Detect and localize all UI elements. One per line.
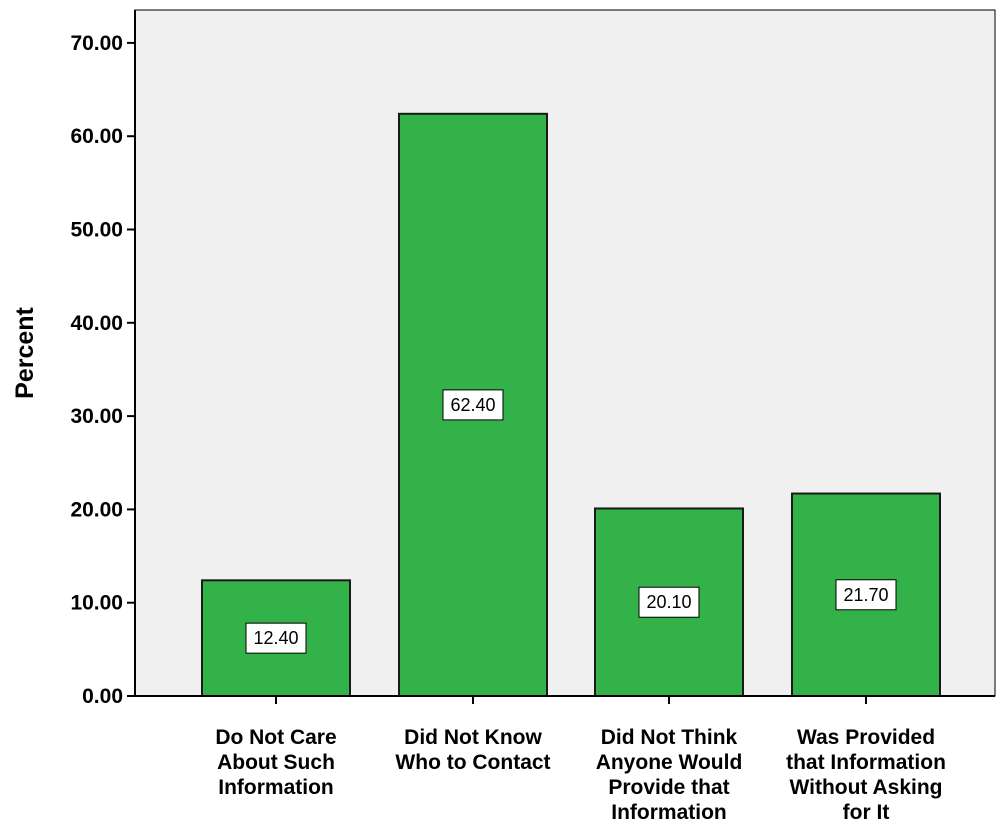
y-tick-label: 0.00 [82, 685, 123, 708]
y-axis: 0.00 10.00 20.00 30.00 40.00 50.00 60.00 70.00 [70, 10, 136, 708]
x-category-label-line: Provide that [608, 776, 729, 799]
y-tick-label: 60.00 [70, 125, 123, 148]
x-category-label-line: Do Not Care [215, 726, 336, 749]
y-tick-label: 50.00 [70, 219, 123, 242]
x-category-label-line: Information [218, 776, 334, 799]
y-axis-title: Percent [11, 306, 39, 398]
data-label-box [835, 579, 897, 611]
x-category-label-line: Anyone Would [596, 751, 743, 774]
data-label: 20.10 [646, 592, 691, 612]
data-label-box [442, 389, 504, 421]
x-category-label-line: Information [611, 801, 727, 823]
x-category-label-line: Without Asking [789, 776, 942, 799]
x-category-label-line: Did Not Know [404, 726, 542, 749]
x-category-label: Do Not Care About Such Information [215, 726, 336, 799]
x-category-label-line: Did Not Think [601, 726, 738, 749]
data-label: 21.70 [843, 585, 888, 605]
x-category-label-line: Who to Contact [395, 751, 550, 774]
x-category-label: Did Not Think Anyone Would Provide that Inf… [596, 726, 743, 823]
data-label: 62.40 [450, 395, 495, 415]
x-category-label: Was Provided that Information Without Aski… [786, 726, 946, 823]
x-category-label-line: for It [843, 801, 890, 823]
data-labels-layer: 12.40 62.40 20.10 21.70 [245, 389, 897, 654]
data-label-box [638, 586, 700, 618]
x-category-label-line: that Information [786, 751, 946, 774]
data-label-box [245, 622, 307, 654]
y-tick-label: 30.00 [70, 405, 123, 428]
y-tick-label: 20.00 [70, 498, 123, 521]
x-category-label-line: Was Provided [797, 726, 935, 749]
data-label: 12.40 [253, 628, 298, 648]
x-category-label: Did Not Know Who to Contact [395, 726, 550, 774]
y-tick-label: 10.00 [70, 592, 123, 615]
x-category-label-line: About Such [217, 751, 335, 774]
y-tick-label: 70.00 [70, 32, 123, 55]
y-tick-label: 40.00 [70, 312, 123, 335]
